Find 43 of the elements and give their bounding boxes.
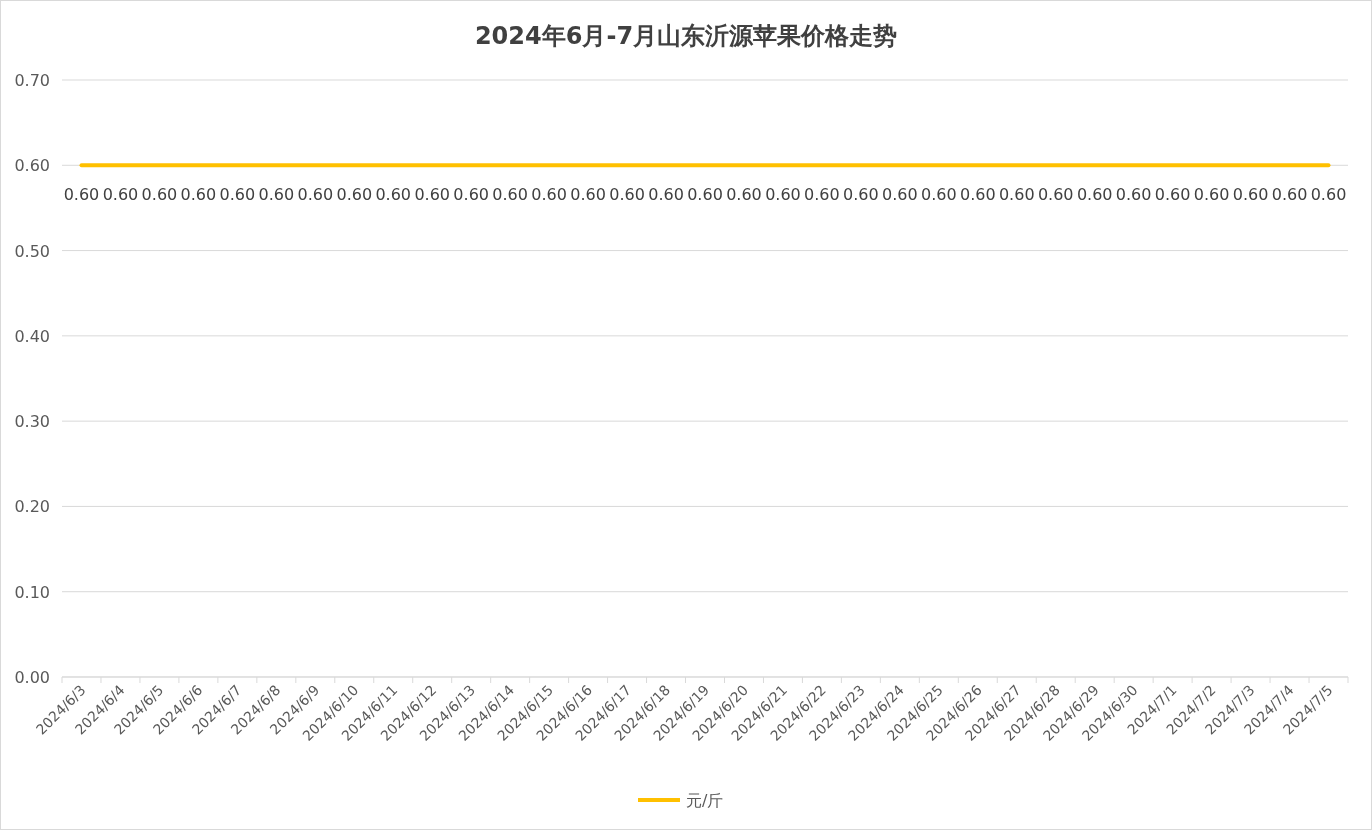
data-label: 0.60 bbox=[609, 185, 645, 205]
data-label: 0.60 bbox=[998, 185, 1035, 205]
data-label: 0.60 bbox=[921, 185, 957, 205]
data-label: 0.60 bbox=[375, 185, 412, 205]
y-tick-label: 0.40 bbox=[14, 326, 50, 346]
data-label: 0.60 bbox=[258, 185, 295, 205]
data-label: 0.60 bbox=[63, 185, 100, 205]
data-label: 0.60 bbox=[804, 185, 840, 205]
data-label: 0.60 bbox=[336, 185, 373, 205]
data-label: 0.60 bbox=[1232, 185, 1269, 205]
data-label: 0.60 bbox=[1076, 185, 1113, 205]
data-label: 0.60 bbox=[765, 185, 801, 205]
y-tick-label: 0.20 bbox=[14, 497, 50, 517]
legend-label: 元/斤 bbox=[686, 791, 724, 810]
data-label: 0.60 bbox=[1037, 185, 1074, 205]
y-tick-label: 0.10 bbox=[14, 582, 50, 602]
data-label: 0.60 bbox=[1193, 185, 1230, 205]
chart-title: 2024年6月-7月山东沂源苹果价格走势 bbox=[474, 22, 898, 50]
data-label: 0.60 bbox=[141, 185, 178, 205]
y-tick-label: 0.70 bbox=[14, 71, 50, 90]
data-label: 0.60 bbox=[726, 185, 762, 205]
y-tick-label: 0.00 bbox=[14, 668, 50, 687]
data-label: 0.60 bbox=[297, 185, 334, 205]
data-label: 0.60 bbox=[180, 185, 217, 205]
data-label: 0.60 bbox=[882, 185, 918, 205]
y-tick-label: 0.30 bbox=[14, 412, 50, 432]
data-label: 0.60 bbox=[414, 185, 451, 205]
data-label: 0.60 bbox=[1154, 185, 1191, 205]
data-label: 0.60 bbox=[492, 185, 528, 205]
data-label: 0.60 bbox=[959, 185, 996, 205]
data-label: 0.60 bbox=[1271, 185, 1308, 205]
data-label: 0.60 bbox=[531, 185, 567, 205]
data-label: 0.60 bbox=[1115, 185, 1152, 205]
data-label: 0.60 bbox=[687, 185, 723, 205]
data-label: 0.60 bbox=[453, 185, 489, 205]
data-label: 0.60 bbox=[648, 185, 684, 205]
data-label: 0.60 bbox=[570, 185, 606, 205]
data-label: 0.60 bbox=[219, 185, 256, 205]
y-tick-label: 0.50 bbox=[14, 241, 50, 261]
data-label: 0.60 bbox=[102, 185, 139, 205]
data-label: 0.60 bbox=[1310, 185, 1347, 205]
y-tick-label: 0.60 bbox=[14, 156, 50, 176]
data-label: 0.60 bbox=[843, 185, 879, 205]
